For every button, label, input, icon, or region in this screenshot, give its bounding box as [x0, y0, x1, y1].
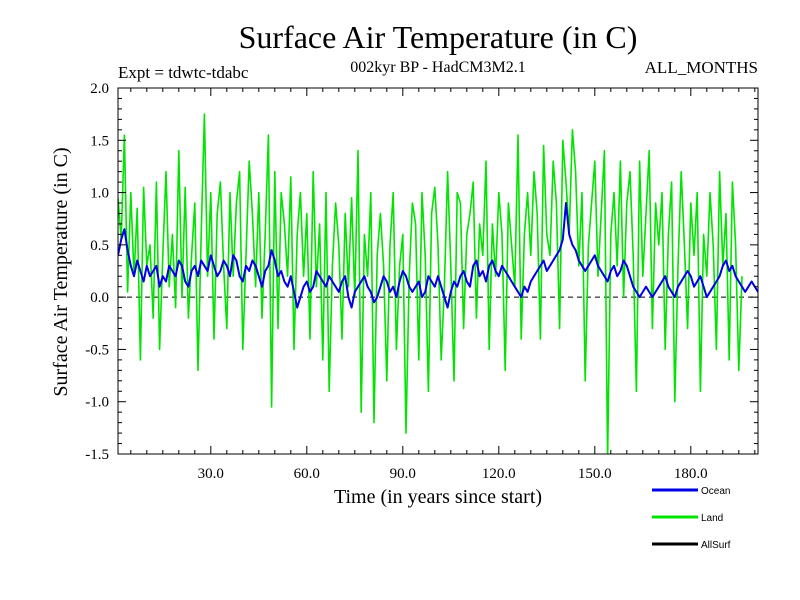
y-axis: -1.5 -1.0 -0.5 0.0 0.5 1.0 1.5 2.0	[85, 81, 758, 463]
y-axis-label: Surface Air Temperature (in C)	[50, 147, 72, 396]
x-tick-label: 60.0	[294, 466, 320, 482]
x-tick-label: 180.0	[674, 466, 708, 482]
x-axis: 30.0 60.0 90.0 120.0 150.0 180.0	[130, 88, 756, 482]
y-tick-label: -1.5	[85, 447, 109, 463]
x-tick-label: 30.0	[198, 466, 224, 482]
y-tick-label: 1.5	[90, 133, 109, 149]
y-tick-label: 2.0	[90, 81, 109, 97]
x-tick-label: 120.0	[482, 466, 516, 482]
legend-label-land: Land	[701, 513, 723, 524]
plot-frame	[117, 87, 759, 455]
x-tick-label: 150.0	[578, 466, 612, 482]
x-axis-label: Time (in years since start)	[334, 486, 542, 508]
series-line-land	[118, 113, 743, 454]
x-tick-label: 90.0	[390, 466, 416, 482]
y-tick-label: 0.0	[90, 290, 109, 306]
chart-title: Surface Air Temperature (in C)	[239, 19, 638, 55]
legend: Ocean Land AllSurf	[652, 486, 731, 551]
y-tick-label: -1.0	[85, 395, 109, 411]
chart-subtitle: 002kyr BP - HadCM3M2.1	[350, 59, 525, 76]
legend-label-ocean: Ocean	[701, 486, 730, 497]
series-layer	[118, 113, 758, 454]
y-tick-label: -0.5	[85, 342, 109, 358]
series-line-ocean	[118, 202, 758, 309]
legend-label-allsurf: AllSurf	[701, 540, 731, 551]
y-tick-label: 0.5	[90, 238, 109, 254]
period-label: ALL_MONTHS	[645, 58, 758, 77]
y-tick-label: 1.0	[90, 186, 109, 202]
expt-label: Expt = tdwtc-tdabc	[118, 63, 249, 82]
plot-area	[117, 87, 759, 455]
